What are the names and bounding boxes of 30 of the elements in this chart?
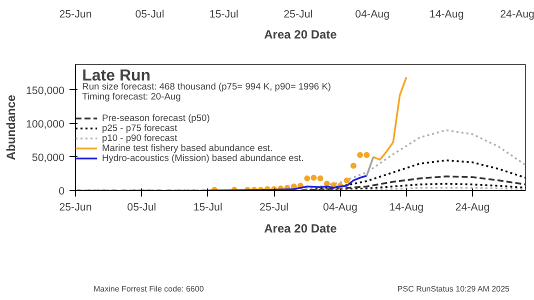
- x-tick-label: 24-Aug: [455, 202, 490, 214]
- text: Maxine Forrest File code: 6600: [94, 284, 204, 294]
- annotation: Run size forecast: 468 thousand (p75= 994 K, p90= 1996 K): [82, 82, 332, 92]
- legend-label: Marine test fishery based abundance est.: [102, 143, 273, 153]
- x-tick-label: 04-Aug: [323, 202, 358, 214]
- y-tick-label: 150,000: [26, 84, 65, 97]
- y-tick-label: 100,000: [26, 118, 65, 130]
- y-tick-label: 0: [58, 186, 65, 198]
- x-tick-label: 14-Aug: [389, 202, 424, 214]
- text: Area 20 Date: [264, 28, 338, 42]
- text: 14-Aug: [429, 8, 464, 20]
- legend-label: p25 - p75 forecast: [102, 123, 178, 133]
- text: 04-Aug: [355, 8, 390, 20]
- annotation: Timing forecast: 20-Aug: [82, 92, 181, 102]
- legend-label: p10 - p90 forecast: [102, 133, 178, 143]
- legend-label: Hydro-acoustics (Mission) based abundance est.: [102, 153, 304, 163]
- y-tick-label: 50,000: [32, 152, 65, 164]
- x-tick-label: 15-Jul: [193, 202, 222, 214]
- x-tick-label: 25-Jul: [260, 202, 289, 214]
- legend-label: Pre-season forecast (p50): [102, 113, 210, 123]
- y-axis-title: Abundance: [4, 94, 18, 160]
- x-tick-label: 05-Jul: [127, 202, 156, 214]
- text: 24-Aug: [500, 8, 534, 20]
- text: PSC RunStatus 10:29 AM 2025: [397, 284, 510, 294]
- x-tick-label: 25-Jun: [59, 202, 92, 214]
- text: 25-Jun: [59, 8, 92, 20]
- x-axis-title: Area 20 Date: [264, 222, 338, 236]
- text: 15-Jul: [209, 8, 238, 20]
- text: 25-Jul: [284, 8, 313, 20]
- text: 05-Jul: [135, 8, 164, 20]
